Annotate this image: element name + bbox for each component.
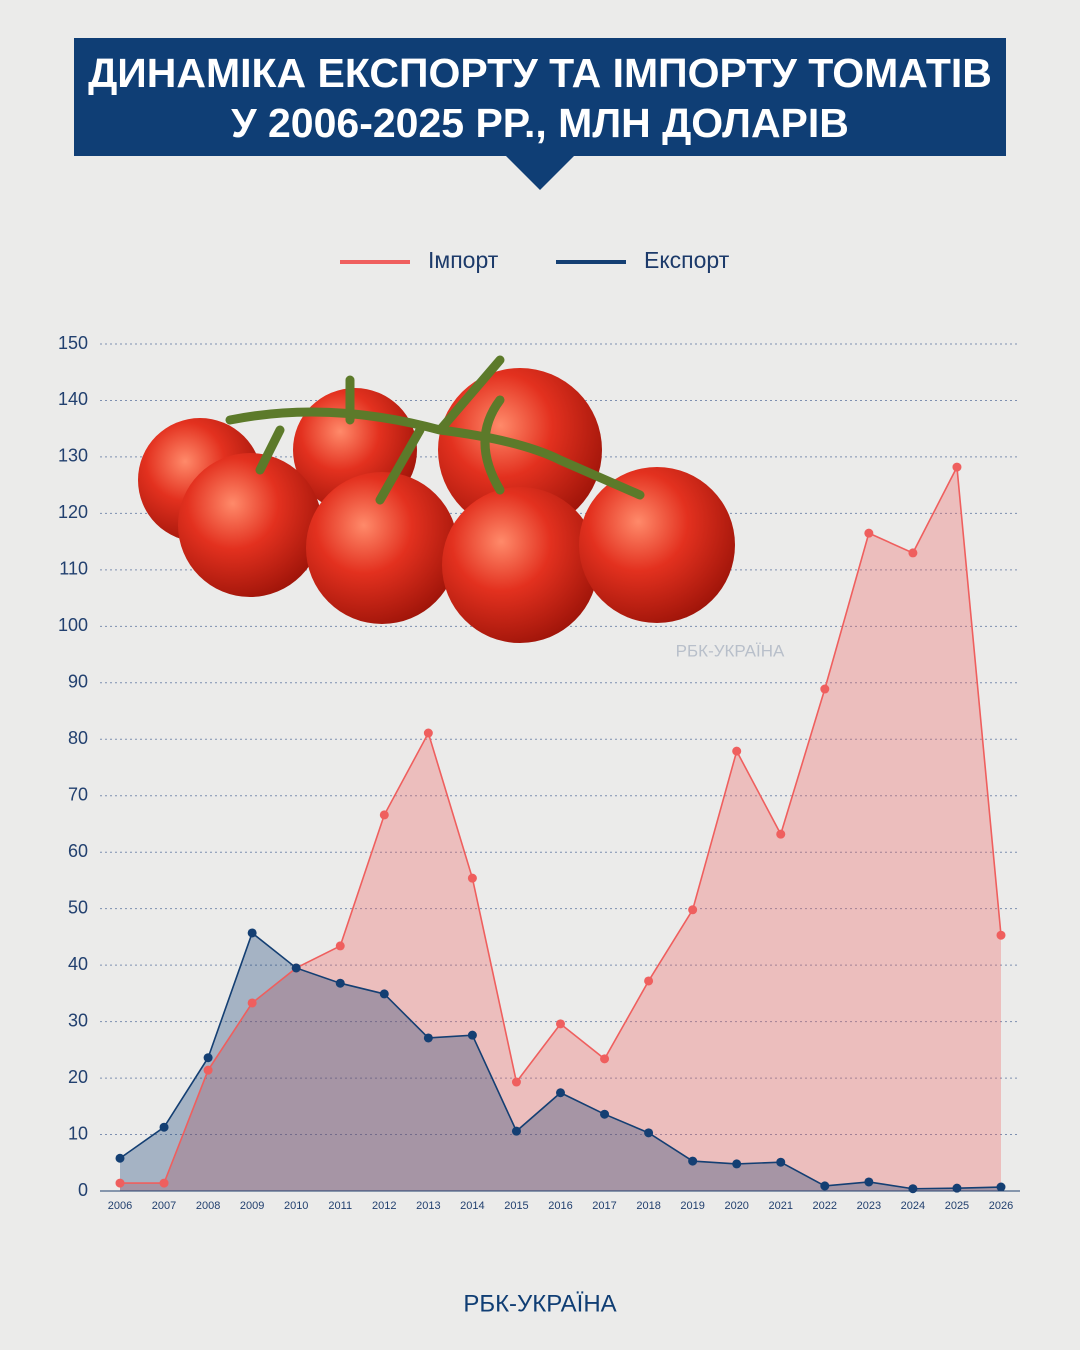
watermark: РБК-УКРАЇНА xyxy=(676,641,785,660)
data-point xyxy=(820,1181,830,1191)
x-tick-label: 2014 xyxy=(460,1200,484,1212)
data-point xyxy=(864,528,874,538)
y-tick-label: 30 xyxy=(68,1010,88,1030)
y-tick-label: 110 xyxy=(59,559,88,579)
data-point xyxy=(467,1030,477,1040)
y-tick-label: 120 xyxy=(58,502,88,522)
x-tick-label: 2008 xyxy=(196,1200,220,1212)
x-tick-label: 2021 xyxy=(769,1200,793,1212)
tomato-illustration xyxy=(138,355,735,643)
x-tick-label: 2023 xyxy=(857,1200,881,1212)
x-tick-label: 2016 xyxy=(548,1200,572,1212)
data-point xyxy=(732,746,742,756)
x-tick-label: 2007 xyxy=(152,1200,176,1212)
data-point xyxy=(511,1126,521,1136)
data-point xyxy=(203,1065,213,1075)
x-tick-label: 2020 xyxy=(724,1200,748,1212)
data-point xyxy=(115,1153,125,1163)
footer-logo: РБК-УКРАЇНА xyxy=(463,1290,616,1317)
x-tick-label: 2006 xyxy=(108,1200,132,1212)
legend-label: Імпорт xyxy=(428,247,499,273)
y-tick-label: 0 xyxy=(78,1180,88,1200)
data-point xyxy=(335,941,345,951)
data-point xyxy=(688,1156,698,1166)
y-tick-label: 10 xyxy=(68,1123,88,1143)
data-point xyxy=(556,1088,565,1098)
x-tick-label: 2024 xyxy=(901,1200,925,1212)
data-point xyxy=(776,1157,786,1167)
data-point xyxy=(247,998,257,1008)
x-tick-label: 2018 xyxy=(636,1200,660,1212)
data-point xyxy=(644,1128,654,1138)
area-fill xyxy=(120,467,1001,1192)
x-tick-label: 2015 xyxy=(504,1200,528,1212)
chart-title: ДИНАМІКА ЕКСПОРТУ ТА ІМПОРТУ ТОМАТІВ xyxy=(88,50,992,96)
data-point xyxy=(556,1019,565,1029)
y-tick-label: 80 xyxy=(68,728,88,748)
data-point xyxy=(732,1159,742,1169)
data-point xyxy=(688,905,698,915)
x-tick-label: 2009 xyxy=(240,1200,264,1212)
data-point xyxy=(996,1182,1006,1192)
y-tick-label: 50 xyxy=(68,897,88,917)
y-tick-label: 40 xyxy=(68,954,88,974)
data-point xyxy=(159,1122,169,1132)
data-point xyxy=(952,1183,962,1193)
y-tick-label: 130 xyxy=(58,446,88,466)
title-banner xyxy=(74,38,1006,190)
legend-label: Експорт xyxy=(644,247,730,273)
data-point xyxy=(511,1077,521,1087)
data-point xyxy=(379,989,389,999)
chart-title: У 2006-2025 РР., МЛН ДОЛАРІВ xyxy=(231,100,849,146)
data-point xyxy=(600,1109,610,1119)
data-point xyxy=(600,1054,610,1064)
data-point xyxy=(820,684,830,694)
x-tick-label: 2025 xyxy=(945,1200,969,1212)
x-tick-label: 2012 xyxy=(372,1200,396,1212)
y-tick-label: 60 xyxy=(68,841,88,861)
y-tick-label: 150 xyxy=(58,333,88,353)
data-point xyxy=(864,1177,874,1187)
data-point xyxy=(247,928,257,938)
data-point xyxy=(379,810,389,820)
data-point xyxy=(644,976,654,986)
data-point xyxy=(908,548,918,558)
y-tick-label: 140 xyxy=(58,389,88,409)
data-point xyxy=(467,873,477,883)
y-tick-label: 100 xyxy=(58,615,88,635)
x-tick-label: 2022 xyxy=(813,1200,837,1212)
x-tick-label: 2013 xyxy=(416,1200,440,1212)
data-point xyxy=(335,978,345,988)
data-point xyxy=(203,1053,213,1063)
data-point xyxy=(996,930,1006,940)
area-fill xyxy=(120,932,1001,1191)
x-tick-label: 2019 xyxy=(680,1200,704,1212)
data-point xyxy=(423,1033,433,1043)
y-tick-label: 70 xyxy=(68,784,88,804)
data-point xyxy=(423,728,433,738)
data-point xyxy=(908,1184,918,1194)
data-point xyxy=(291,963,301,973)
x-tick-label: 2011 xyxy=(328,1200,352,1212)
x-tick-label: 2017 xyxy=(592,1200,616,1212)
plot-area: 0 10 20 30 40 50 60 70 80 90 100 110 120 130 140 150 200… xyxy=(58,333,1020,1212)
x-tick-label: 2026 xyxy=(989,1200,1013,1212)
data-point xyxy=(159,1178,169,1188)
data-point xyxy=(776,829,786,839)
x-tick-label: 2010 xyxy=(284,1200,308,1212)
data-point xyxy=(115,1178,125,1188)
data-point xyxy=(952,462,962,472)
y-tick-label: 90 xyxy=(68,672,88,692)
y-tick-label: 20 xyxy=(68,1067,88,1087)
